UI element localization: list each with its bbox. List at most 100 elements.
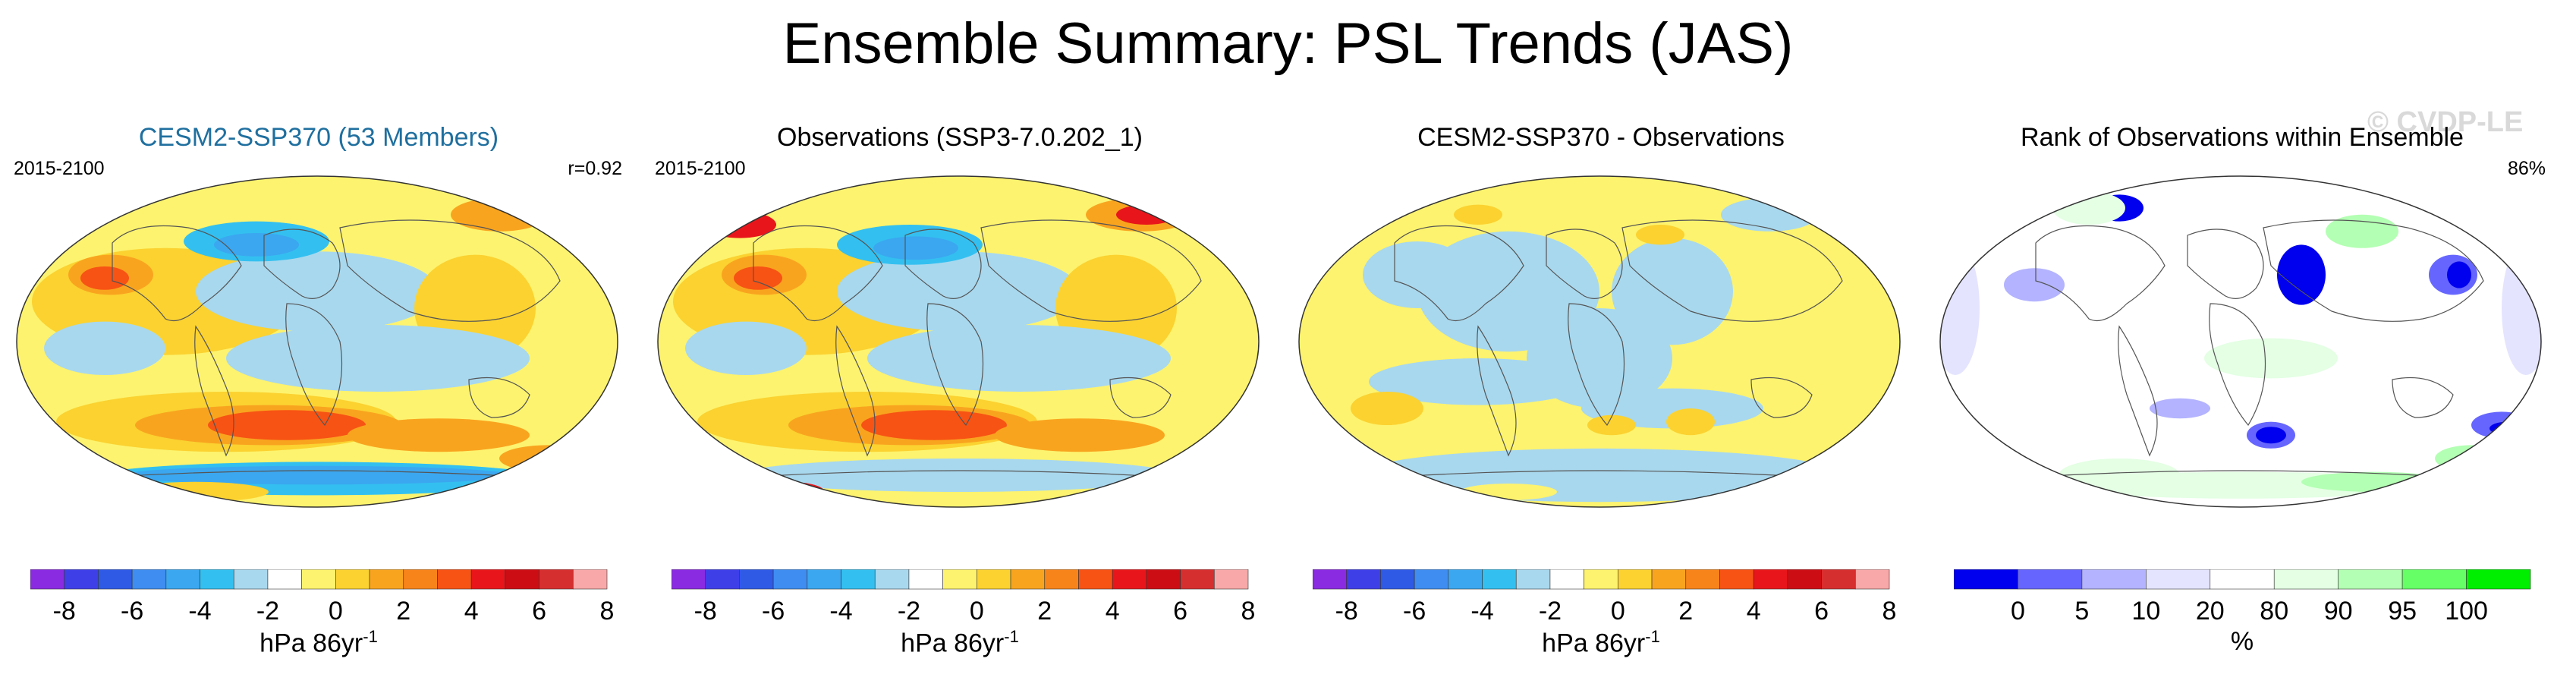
map-panel-3: CESM2-SSP370 - Observations -8 -6 -4 -2 0 2 4 6 8… <box>1282 114 1920 683</box>
colorbar-tick-label: 2 <box>1678 597 1693 626</box>
map-outline <box>16 175 618 508</box>
world-map <box>16 175 618 508</box>
page-title: Ensemble Summary: PSL Trends (JAS) <box>782 11 1794 76</box>
colorbar-tick-label: 0 <box>970 597 984 626</box>
colorbar-swatch <box>1719 569 1754 590</box>
map-panel-2: Observations (SSP3-7.0.202_1) 2015-2100 -8… <box>641 114 1279 683</box>
colorbar-swatch <box>1787 569 1822 590</box>
contour-region-1 <box>837 251 1080 332</box>
colorbar-swatch <box>2018 569 2083 590</box>
contour-region-13 <box>2471 411 2532 439</box>
contour-region-14 <box>861 410 1007 440</box>
colorbar-swatch <box>1213 569 1249 590</box>
colorbar-tick-label: 6 <box>1173 597 1187 626</box>
colorbar-tick-label: -4 <box>188 597 211 626</box>
contour-region-7 <box>2004 268 2065 302</box>
colorbar-swatch <box>2146 569 2211 590</box>
map-panel-1: CESM2-SSP370 (53 Members) 2015-2100 r=0.92… <box>0 114 637 683</box>
contour-region-17 <box>499 445 596 472</box>
colorbar-swatch <box>1482 569 1517 590</box>
coastlines <box>1371 219 1843 479</box>
map-outline <box>1939 175 2542 508</box>
panel-title: Rank of Observations within Ensemble <box>2021 123 2464 152</box>
colorbar-swatch <box>437 569 472 590</box>
colorbar-swatch <box>841 569 876 590</box>
colorbar-tick-label: -6 <box>121 597 143 626</box>
contour-region-14 <box>2490 421 2526 436</box>
colorbar-swatch <box>1753 569 1788 590</box>
colorbar-tick-label: 4 <box>1747 597 1761 626</box>
contour-region-3 <box>1721 197 1818 232</box>
colorbar-tick-label: 80 <box>2260 597 2288 626</box>
colorbar-tick-label: -6 <box>762 597 785 626</box>
coastlines <box>730 219 1202 479</box>
contour-region-3 <box>214 233 299 257</box>
contour-region-21 <box>2150 398 2210 419</box>
colorbar-tick-label: -2 <box>256 597 279 626</box>
colorbar-swatch <box>977 569 1011 590</box>
contour-region-11 <box>1745 308 1818 408</box>
colorbar-tick-label: 0 <box>329 597 343 626</box>
colorbar-tick-label: 6 <box>532 597 546 626</box>
colorbar-swatch <box>2210 569 2275 590</box>
map-panel-4: Rank of Observations within Ensemble 86% 0… <box>1923 114 2561 683</box>
contour-region-9 <box>1587 414 1636 436</box>
colorbar-units: % <box>2230 627 2254 656</box>
colorbar-swatch <box>1346 569 1381 590</box>
colorbar-swatch <box>267 569 302 590</box>
colorbar-tick-label: -4 <box>829 597 852 626</box>
contour-region-5 <box>80 266 129 290</box>
contour-region-5 <box>734 266 782 290</box>
colorbar-swatch <box>2338 569 2403 590</box>
colorbar-tick-label: 5 <box>2074 597 2089 626</box>
colorbar-tick-label: -4 <box>1470 597 1493 626</box>
colorbar-swatch <box>403 569 438 590</box>
contour-region-10 <box>2326 214 2398 248</box>
contour-region-8 <box>226 325 530 392</box>
colorbar-tick-label: 4 <box>464 597 479 626</box>
contour-region-15 <box>995 418 1165 452</box>
contour-region-18 <box>1110 488 1171 503</box>
panel-title: Observations (SSP3-7.0.202_1) <box>777 123 1143 152</box>
panel-period: 2015-2100 <box>655 158 746 179</box>
colorbar-swatch <box>1146 569 1181 590</box>
colorbar-swatch <box>1821 569 1856 590</box>
colorbar-tick-label: 20 <box>2196 597 2225 626</box>
colorbar-units: hPa 86yr-1 <box>259 627 378 658</box>
colorbar-swatch <box>874 569 910 590</box>
colorbar-swatch <box>1651 569 1687 590</box>
colorbar: -8 -6 -4 -2 0 2 4 6 8 <box>672 569 1255 626</box>
world-map <box>1939 175 2542 508</box>
colorbar-swatch <box>1854 569 1890 590</box>
contour-region-13 <box>348 418 530 452</box>
panel-title: CESM2-SSP370 - Observations <box>1417 123 1785 152</box>
map-field <box>1299 176 1900 507</box>
colorbar-swatch <box>1112 569 1147 590</box>
colorbar-swatch <box>1180 569 1215 590</box>
colorbar-tick-label: -8 <box>53 597 76 626</box>
coastlines <box>2012 219 2484 479</box>
contour-region-10 <box>685 321 807 375</box>
panel-stat: r=0.92 <box>568 158 622 179</box>
coastlines <box>89 219 561 479</box>
contour-region-1 <box>2286 261 2317 302</box>
colorbar-swatch <box>2081 569 2147 590</box>
colorbar-tick-label: 6 <box>1814 597 1829 626</box>
colorbar-swatch <box>165 569 200 590</box>
contour-region-12 <box>2256 427 2286 444</box>
contour-region-16 <box>740 459 1177 492</box>
colorbar-swatch <box>1078 569 1113 590</box>
colorbar-units: hPa 86yr-1 <box>1542 627 1660 658</box>
colorbar-swatch <box>1685 569 1720 590</box>
colorbar-tick-label: 0 <box>1611 597 1625 626</box>
colorbar-swatch <box>1584 569 1618 590</box>
colorbar-swatch <box>908 569 943 590</box>
colorbar-swatch <box>739 569 774 590</box>
colorbar-tick-label: 10 <box>2131 597 2160 626</box>
contour-region-9 <box>2204 338 2338 379</box>
map-outline <box>1298 175 1901 508</box>
colorbar-swatch <box>942 569 977 590</box>
colorbar-swatch <box>131 569 167 590</box>
colorbar-swatch <box>98 569 133 590</box>
colorbar-tick-label: -2 <box>1539 597 1562 626</box>
